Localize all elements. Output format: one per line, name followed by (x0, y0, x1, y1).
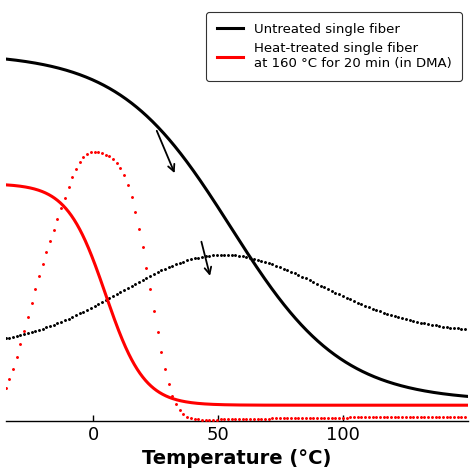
Legend: Untreated single fiber, Heat-treated single fiber
at 160 °C for 20 min (in DMA): Untreated single fiber, Heat-treated sin… (206, 12, 462, 81)
X-axis label: Temperature (°C): Temperature (°C) (142, 449, 332, 468)
